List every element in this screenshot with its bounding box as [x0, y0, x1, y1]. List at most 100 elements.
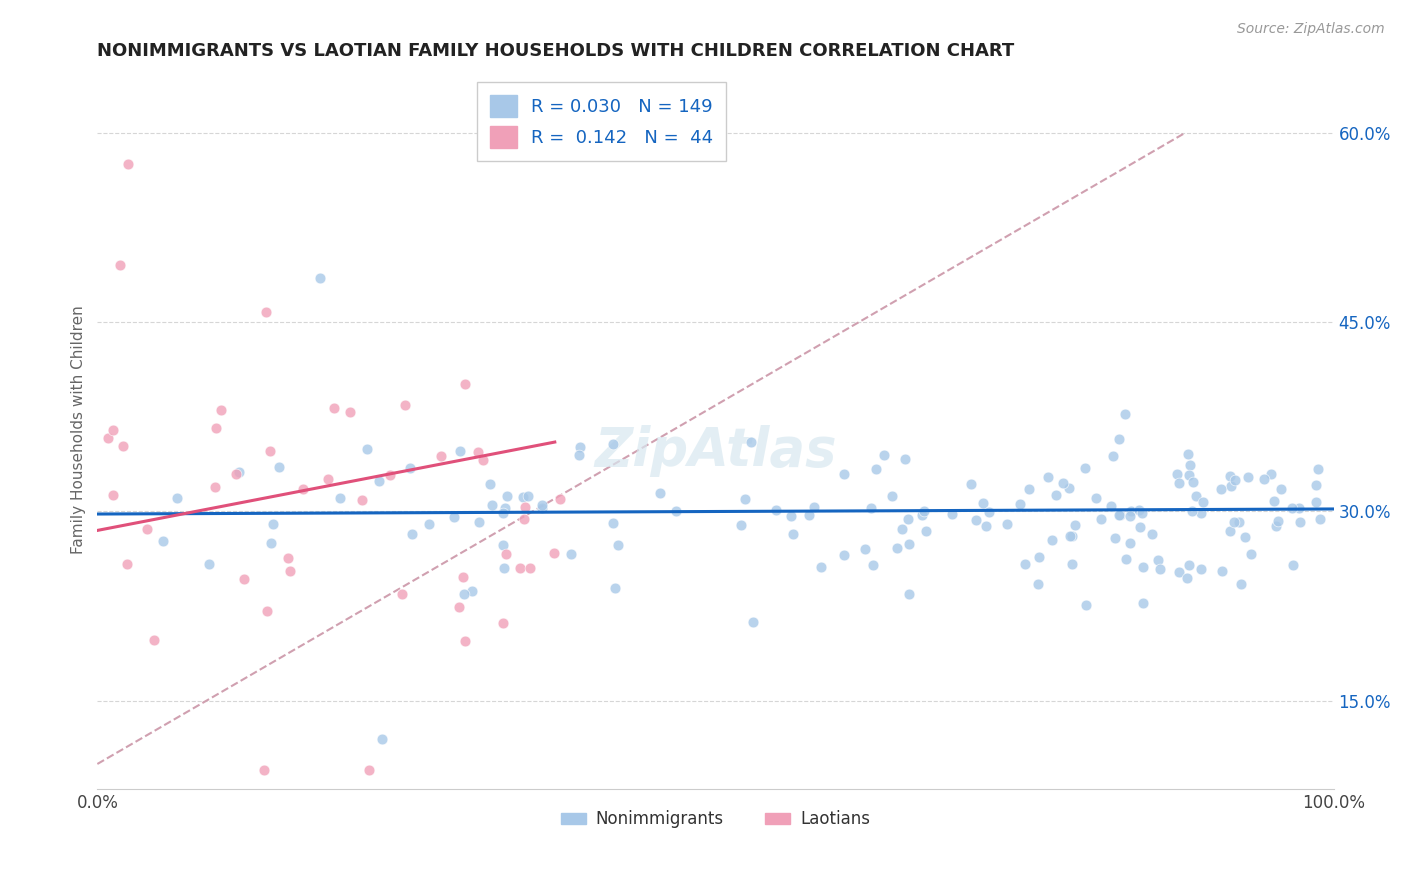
Point — [1288, 501, 1310, 516]
Point — [429, 449, 451, 463]
Point — [449, 599, 471, 614]
Point — [1104, 531, 1126, 545]
Point — [352, 492, 374, 507]
Point — [1219, 524, 1241, 538]
Point — [322, 401, 344, 415]
Point — [1240, 547, 1263, 561]
Point — [380, 467, 402, 482]
Point — [1264, 518, 1286, 533]
Point — [228, 466, 250, 480]
Point — [209, 402, 232, 417]
Point — [152, 534, 174, 549]
Point — [472, 453, 495, 467]
Point — [1223, 473, 1246, 487]
Point — [741, 615, 763, 630]
Point — [262, 517, 284, 532]
Point — [97, 431, 120, 445]
Point — [979, 505, 1001, 519]
Point — [1191, 494, 1213, 508]
Point — [886, 541, 908, 556]
Point — [1209, 482, 1232, 496]
Point — [1267, 514, 1289, 528]
Point — [277, 551, 299, 566]
Point — [1211, 564, 1233, 578]
Point — [233, 572, 256, 586]
Point — [370, 731, 392, 746]
Point — [1253, 472, 1275, 486]
Point — [810, 560, 832, 574]
Point — [1233, 530, 1256, 544]
Point — [1101, 449, 1123, 463]
Point — [1076, 598, 1098, 612]
Point — [568, 440, 591, 454]
Point — [530, 498, 553, 512]
Point — [204, 480, 226, 494]
Point — [1166, 467, 1188, 481]
Point — [1119, 504, 1142, 518]
Point — [550, 492, 572, 507]
Point — [740, 434, 762, 449]
Point — [1149, 562, 1171, 576]
Point — [519, 560, 541, 574]
Point — [1140, 527, 1163, 541]
Point — [516, 489, 538, 503]
Point — [225, 467, 247, 482]
Point — [494, 561, 516, 575]
Point — [451, 570, 474, 584]
Point — [607, 538, 630, 552]
Point — [259, 536, 281, 550]
Point — [259, 444, 281, 458]
Point — [418, 517, 440, 532]
Point — [941, 507, 963, 521]
Point — [291, 482, 314, 496]
Point — [853, 542, 876, 557]
Point — [862, 558, 884, 572]
Point — [1099, 499, 1122, 513]
Point — [401, 527, 423, 541]
Point — [882, 489, 904, 503]
Point — [894, 451, 917, 466]
Point — [1263, 494, 1285, 508]
Point — [468, 515, 491, 529]
Point — [568, 448, 591, 462]
Point — [1282, 558, 1305, 573]
Point — [734, 491, 756, 506]
Point — [1189, 562, 1212, 576]
Point — [142, 633, 165, 648]
Point — [530, 500, 553, 515]
Point — [1040, 533, 1063, 547]
Point — [1237, 470, 1260, 484]
Point — [481, 498, 503, 512]
Point — [453, 587, 475, 601]
Point — [859, 500, 882, 515]
Point — [492, 615, 515, 630]
Point — [1178, 558, 1201, 572]
Point — [799, 508, 821, 522]
Text: NONIMMIGRANTS VS LAOTIAN FAMILY HOUSEHOLDS WITH CHILDREN CORRELATION CHART: NONIMMIGRANTS VS LAOTIAN FAMILY HOUSEHOL… — [97, 42, 1015, 60]
Point — [965, 513, 987, 527]
Point — [117, 157, 139, 171]
Point — [1010, 498, 1032, 512]
Point — [1129, 520, 1152, 534]
Point — [461, 584, 484, 599]
Point — [205, 421, 228, 435]
Point — [1059, 482, 1081, 496]
Point — [515, 500, 537, 514]
Point — [974, 518, 997, 533]
Point — [1062, 558, 1084, 572]
Point — [803, 500, 825, 514]
Point — [316, 472, 339, 486]
Point — [1189, 506, 1212, 520]
Point — [491, 538, 513, 552]
Point — [512, 491, 534, 505]
Point — [1177, 467, 1199, 482]
Point — [560, 548, 582, 562]
Point — [267, 460, 290, 475]
Point — [1219, 468, 1241, 483]
Point — [1108, 432, 1130, 446]
Point — [1305, 495, 1327, 509]
Point — [730, 518, 752, 533]
Point — [1168, 565, 1191, 579]
Point — [665, 504, 688, 518]
Point — [111, 439, 134, 453]
